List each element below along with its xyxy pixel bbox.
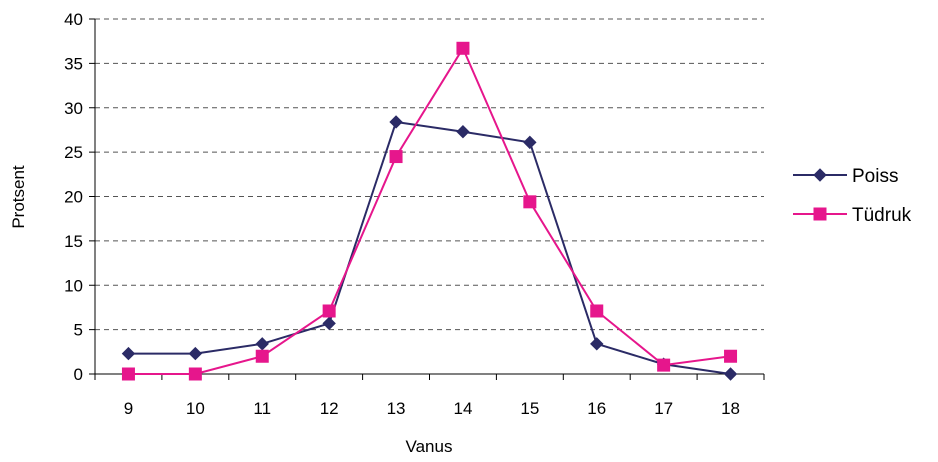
data-point-poiss xyxy=(523,135,537,150)
x-tick-label: 16 xyxy=(587,399,606,418)
legend: Poiss Tüdruk xyxy=(793,166,912,226)
data-point-tüdruk xyxy=(590,304,604,318)
x-tick-label: 13 xyxy=(387,399,406,418)
series-markers xyxy=(121,41,738,381)
grid-lines xyxy=(95,18,764,331)
y-tick-label: 5 xyxy=(74,321,83,340)
series-line-tüdruk xyxy=(128,46,731,375)
data-point-tüdruk xyxy=(121,367,135,381)
data-point-poiss xyxy=(389,115,403,129)
y-tick-label: 30 xyxy=(64,99,83,118)
data-point-tüdruk xyxy=(523,195,537,209)
y-tick-label: 20 xyxy=(64,188,83,207)
legend-marker-tüdruk xyxy=(813,207,827,221)
data-point-poiss xyxy=(723,367,738,381)
y-tick-label: 15 xyxy=(64,232,83,251)
data-point-tüdruk xyxy=(724,349,738,363)
data-point-poiss xyxy=(322,316,336,331)
data-point-tüdruk xyxy=(188,367,202,381)
y-tick-label: 25 xyxy=(64,143,83,162)
data-point-tüdruk xyxy=(657,358,671,372)
data-point-tüdruk xyxy=(322,304,336,318)
x-tick-label: 14 xyxy=(453,399,472,418)
x-tick-label: 15 xyxy=(520,399,539,418)
series-line-poiss xyxy=(128,120,731,375)
data-point-tüdruk xyxy=(255,349,269,363)
data-point-tüdruk xyxy=(389,150,403,164)
legend-label-poiss: Poiss xyxy=(852,166,898,187)
y-tick-label: 10 xyxy=(64,276,83,295)
series-lines xyxy=(128,46,731,375)
x-tick-label: 9 xyxy=(124,399,133,418)
x-tick-label: 12 xyxy=(320,399,339,418)
data-point-tüdruk xyxy=(456,41,470,55)
axes: 0 5 10 15 20 25 30 35 40 9 10 11 12 13 14 15 16 17 18 xyxy=(64,10,765,418)
y-tick-label: 35 xyxy=(64,54,83,73)
legend-label-tüdruk: Tüdruk xyxy=(852,205,912,226)
x-tick-label: 11 xyxy=(253,399,271,418)
data-point-poiss xyxy=(255,337,269,351)
y-axis-label: Protsent xyxy=(9,165,28,229)
x-tick-label: 17 xyxy=(654,399,673,418)
data-point-poiss xyxy=(456,125,470,139)
x-tick-label: 18 xyxy=(721,399,740,418)
data-point-poiss xyxy=(188,346,203,361)
x-axis-label: Vanus xyxy=(406,437,453,456)
x-tick-label: 10 xyxy=(186,399,205,418)
y-tick-label: 0 xyxy=(74,365,83,384)
data-point-poiss xyxy=(590,337,604,351)
data-point-poiss xyxy=(121,346,136,361)
y-tick-label: 40 xyxy=(64,10,83,29)
legend-marker-poiss xyxy=(813,168,827,182)
